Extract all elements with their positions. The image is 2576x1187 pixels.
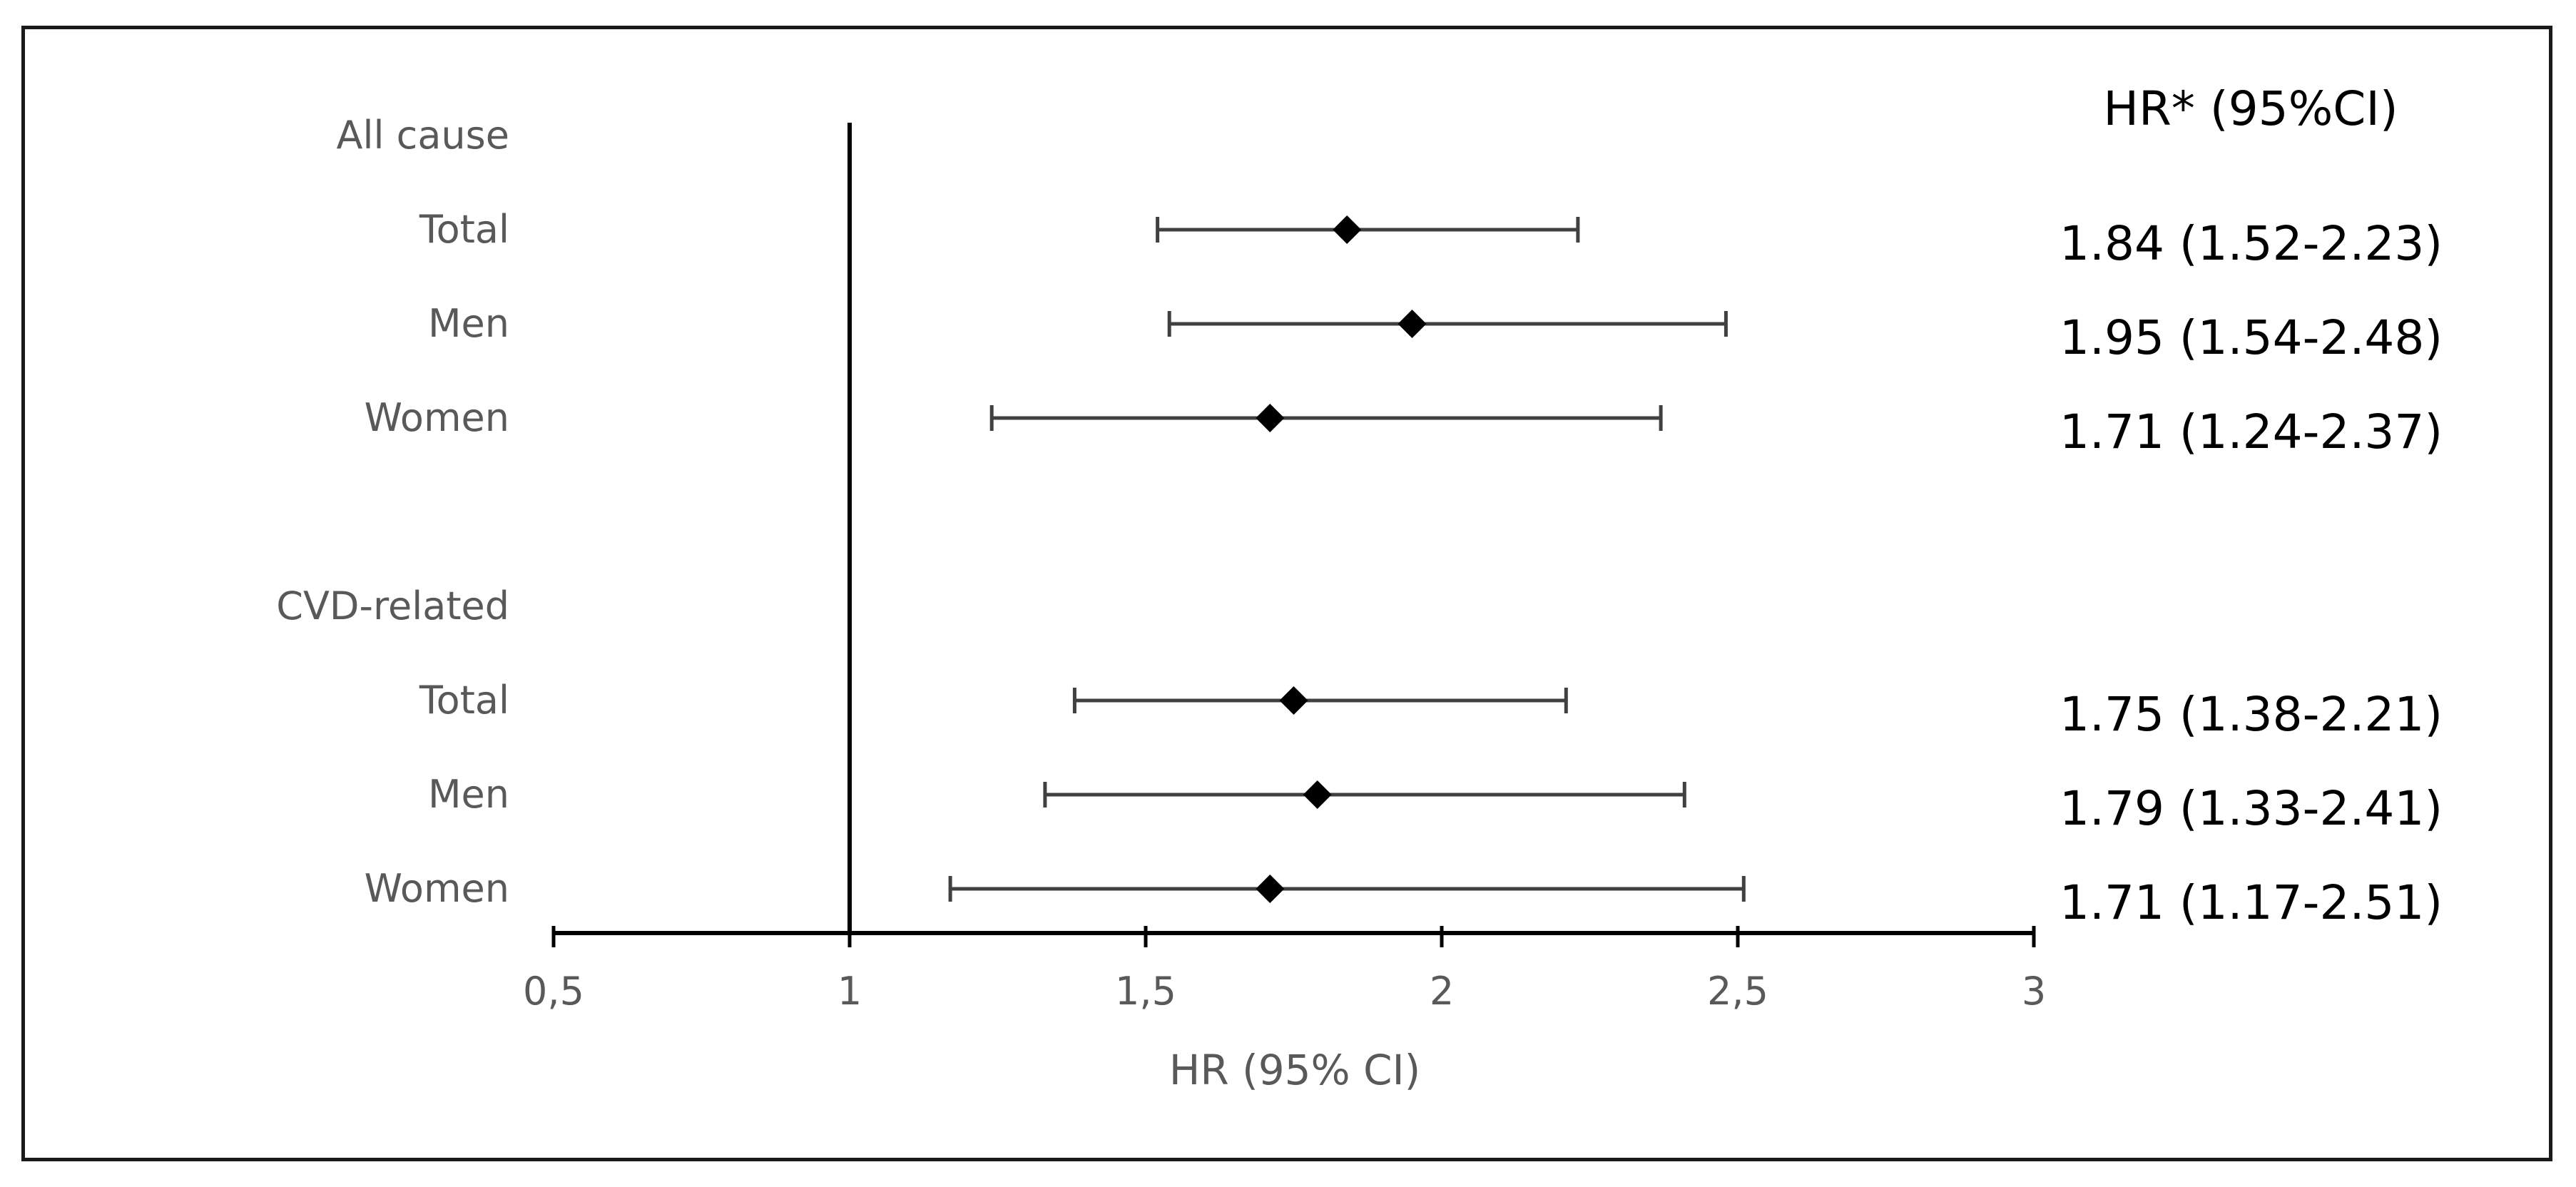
estimate-row [989,404,1663,432]
hr-point-marker [1303,780,1332,809]
hr-value-text: 1.71 (1.24-2.37) [2060,404,2443,459]
row-label: Total [419,678,509,723]
x-tick-label: 2,5 [1707,969,1768,1014]
row-label: Men [428,301,509,346]
estimate-row [1167,310,1728,338]
x-axis-title: HR (95% CI) [1169,1046,1421,1094]
values-layer: 1.84 (1.52-2.23) 1.95 (1.54-2.48) 1.71 (1.… [2060,216,2443,930]
hr-point-marker [1256,404,1285,432]
hr-value-text: 1.95 (1.54-2.48) [2060,310,2443,365]
hr-point-marker [1256,875,1285,903]
rows-layer: All cause Total Men Women CVD-related Total Me… [276,113,1746,911]
estimate-row [1043,780,1686,809]
row-label: Women [365,866,509,911]
hr-value-text: 1.71 (1.17-2.51) [2060,875,2443,930]
row-label: Men [428,772,509,817]
group-heading: All cause [337,113,509,158]
row-label: Total [419,207,509,252]
hr-point-marker [1398,310,1427,338]
row-label: Women [365,395,509,440]
figure-frame [21,26,2552,1161]
x-tick-label: 1 [838,969,862,1014]
estimate-row [948,875,1746,903]
estimate-row [1156,215,1580,244]
hr-value-text: 1.84 (1.52-2.23) [2060,216,2443,271]
hr-value-text: 1.79 (1.33-2.41) [2060,781,2443,836]
hr-point-marker [1279,686,1308,715]
group-heading: CVD-related [276,584,509,628]
x-tick-label: 2 [1430,969,1454,1014]
x-tick-label: 3 [2022,969,2046,1014]
hr-point-marker [1333,215,1362,244]
axes-layer: 0,5 1 1,5 2 2,5 3 [523,123,2046,1014]
x-tick-label: 0,5 [523,969,584,1014]
estimate-row [1072,686,1568,715]
x-tick-label: 1,5 [1115,969,1176,1014]
value-column-header: HR* (95%CI) [2103,81,2398,136]
hr-value-text: 1.75 (1.38-2.21) [2060,687,2443,742]
